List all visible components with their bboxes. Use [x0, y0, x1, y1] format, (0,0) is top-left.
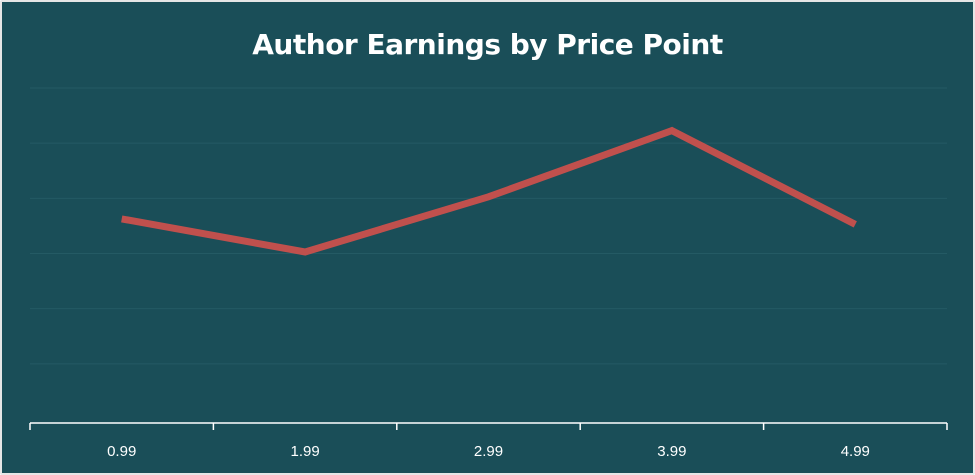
x-tick-label: 3.99: [657, 443, 686, 460]
x-tick-label: 4.99: [841, 443, 870, 460]
series-line: [122, 131, 856, 252]
x-tick-label: 2.99: [474, 443, 503, 460]
x-tick-label: 0.99: [107, 443, 136, 460]
x-tick-label: 1.99: [290, 443, 319, 460]
